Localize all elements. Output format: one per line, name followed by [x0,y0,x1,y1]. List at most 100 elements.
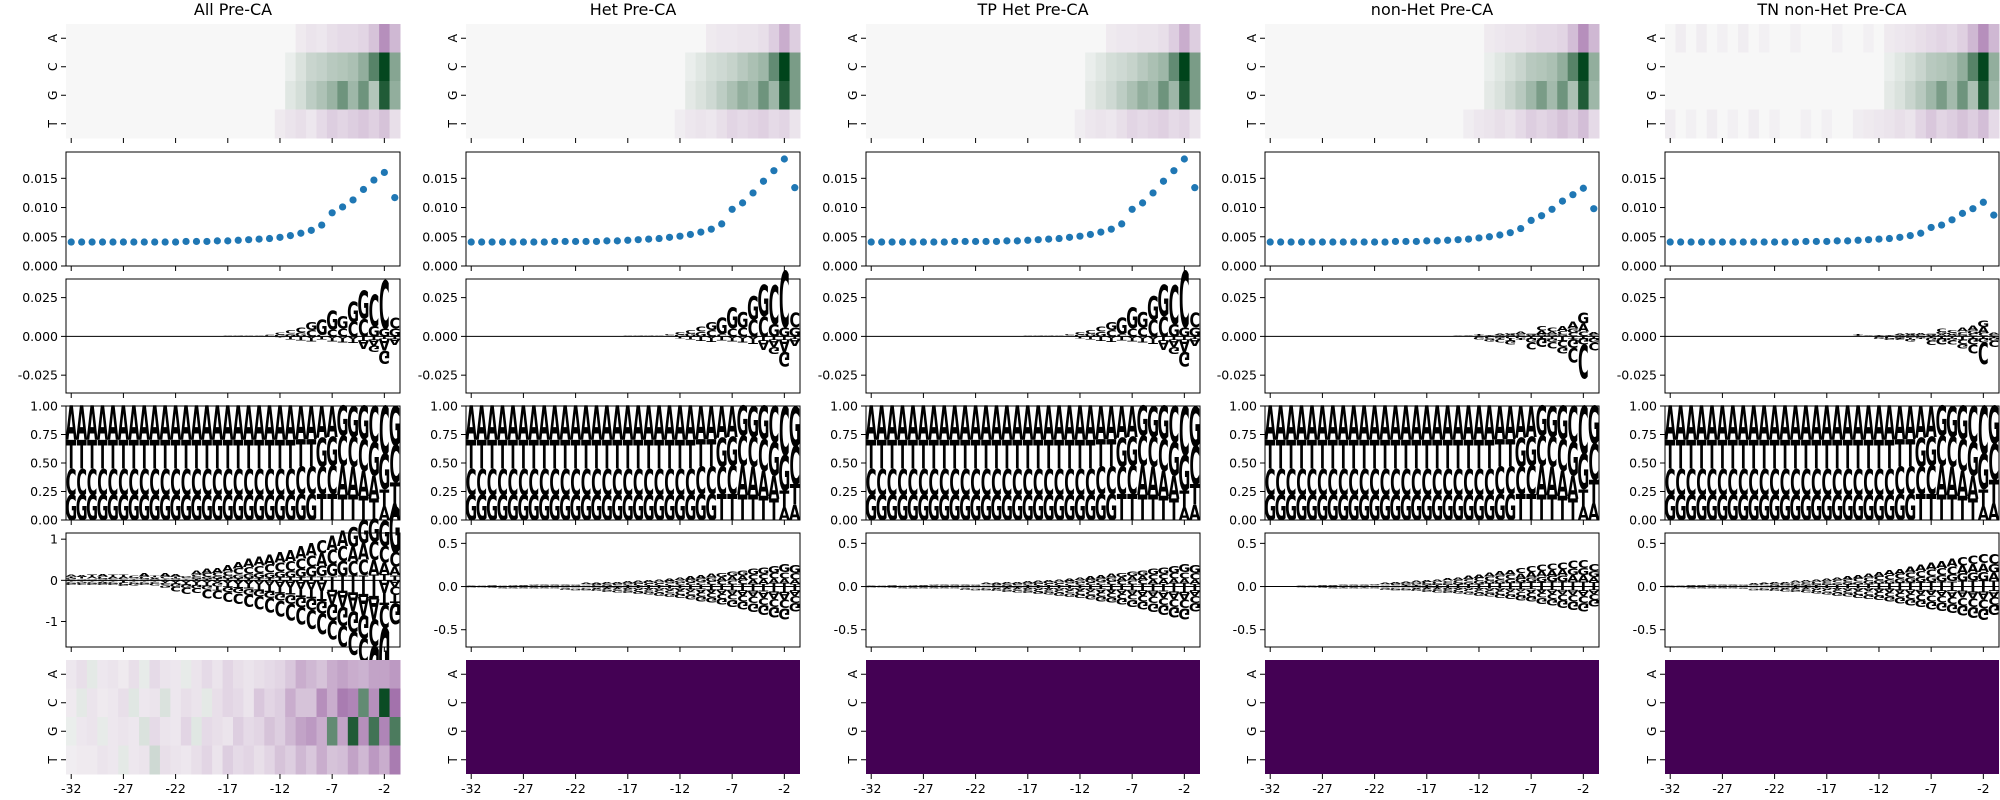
logo-prob-letter: C [1495,459,1506,503]
logo-weight-letter: G [622,590,634,593]
logo-weight-letter: T [738,584,749,588]
logo-weight-letter: T [1159,585,1169,594]
logo-letter-C: C [1968,341,1979,356]
logo-prob-letter: A [685,398,696,452]
logo-prob-letter: T [1526,489,1536,530]
logo-weight-letter: G [1379,588,1391,590]
logo-letter-A: A [1473,398,1484,452]
logo-prob-letter: G [1494,489,1506,530]
logo-weight-letter: G [1379,584,1391,585]
logo-weight-letter: T [696,585,707,589]
heatmap-cell [685,81,697,110]
logo-prob-letter: C [66,463,77,504]
heatmap-cell [1915,81,1927,110]
heatmap-cell [128,24,140,53]
logo-prob-letter: A [737,459,748,506]
logo-weight-letter: C [1033,589,1044,592]
logo-prob-letter: T [1717,433,1727,478]
logo-weight-letter: T [1578,580,1588,589]
heatmap-cell [128,109,140,139]
logo-diff-letter: C [1926,339,1937,346]
logo-letter-G: G [1936,336,1948,346]
logo-prob-letter: T [1738,433,1748,478]
logo-letter-C: C [243,590,254,610]
logo-weight-letter: A [1369,583,1380,584]
logo-prob-letter: A [1379,398,1390,452]
logo-prob-letter: C [1075,463,1086,504]
logo-letter-A: A [170,574,182,578]
logo-diff-letter: T [1905,337,1916,339]
logo-weight-letter: G [601,589,613,592]
logo-weight-letter: C [529,585,540,586]
logo-weight-letter: T [1432,585,1443,587]
heatmap-cell [1505,52,1516,82]
logo-weight-letter: A [601,587,612,589]
logo-weight-letter: G [86,583,98,586]
logo-letter-C: C [1578,395,1589,471]
bottom-heatmap-cell [191,745,203,775]
heatmap-cell [1957,24,1969,53]
heatmap-cell [316,81,328,110]
logo-letter-A: A [528,398,539,452]
logo-letter-T: T [317,587,327,603]
logo-prob-letter: C [1432,463,1443,504]
heatmap-cell [149,109,161,139]
logo-letter-A: A [768,337,780,348]
heatmap-cell [1275,81,1287,110]
logo-weight-letter: C [1158,572,1169,581]
logo-diff-letter: C [748,315,759,343]
logo-diff-letter: G [1957,342,1969,349]
logo-prob-letter: A [1127,399,1138,447]
logo-letter-C: C [327,458,338,503]
logo-prob-letter: A [1748,398,1759,452]
logo-letter-G: G [1410,490,1422,529]
logo-weight-letter: C [518,587,529,588]
logo-prob-letter: T [129,433,139,478]
logo-prob-letter: G [1064,490,1076,529]
logo-diff-letter: G [1116,315,1128,340]
logo-letter-G: G [1327,585,1339,586]
logo-letter-C: C [748,573,759,581]
heatmap-cell [1358,52,1370,82]
logo-letter-A: A [674,577,686,581]
logo-letter-G: G [517,588,529,589]
logo-prob-letter: C [591,463,602,504]
logo-letter-C: C [779,256,790,345]
bottom-heatmap-cell [285,660,297,689]
heatmap-cell [1317,81,1329,110]
logo-weight-letter: T [665,585,675,587]
logo-letter-A: A [1536,588,1548,594]
logo-weight-letter: A [253,579,265,586]
logo-letter-G: G [959,585,971,586]
logo-prob-letter: G [1577,446,1589,502]
logo-letter-T: T [1453,433,1463,478]
heatmap-cell [1043,52,1055,82]
logo-diff-letter: T [1916,337,1926,339]
logo-weight-letter: T [379,588,389,608]
logo-prob-letter: T [779,486,789,514]
logo-diff-letter: T [1547,335,1558,339]
logo-prob-letter: A [918,398,929,452]
logo-diff-letter: G [716,315,728,340]
logo-weight-letter: T [160,579,170,580]
heatmap-cell [1779,109,1791,139]
logo-letter-A: A [212,567,224,575]
logo-letter-G: G [1515,577,1527,584]
heatmap-cell [1957,52,1969,82]
logo-letter-C: C [560,588,571,589]
logo-prob-letter: A [1296,398,1307,452]
logo-diff-letter: A [379,335,390,354]
logo-prob-letter: T [623,433,633,478]
logo-letter-A: A [622,398,633,452]
logo-letter-T: T [1547,335,1558,339]
dot-point [171,238,180,246]
logo-diff-letter: A [1873,335,1884,336]
logo-letter-A: A [991,583,1002,585]
logo-prob-letter: A [97,398,108,452]
heatmap-cell [970,24,982,53]
logo-prob-letter: A [1043,398,1054,452]
logo-letter-A: A [1432,587,1443,589]
logo-letter-G: G [897,588,909,589]
heatmap-cell [970,81,982,110]
logo-weight-letter: A [980,587,991,588]
